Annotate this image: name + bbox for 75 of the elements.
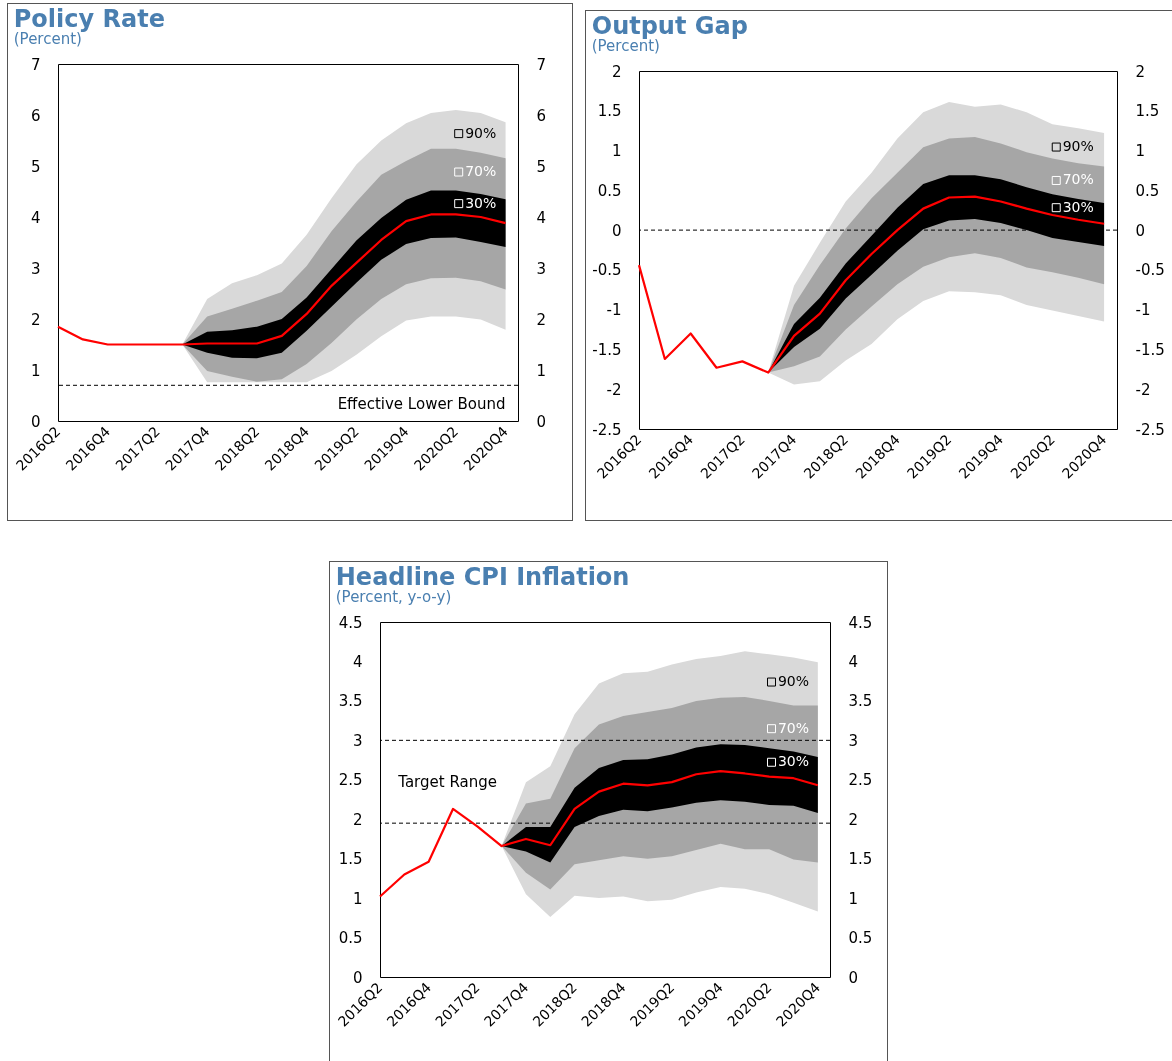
line-series [56, 213, 507, 346]
y-tick-label: 0 [611, 221, 622, 240]
chart-subtitle: (Percent, y-o-y) [335, 588, 452, 606]
y-tick-label: 4 [30, 208, 41, 227]
y2-tick-label: -0.5 [1135, 261, 1165, 280]
y2-tick-label: 3 [848, 731, 859, 750]
y-tick-label: -1.5 [592, 340, 622, 359]
y2-tick-label: 2 [1135, 62, 1146, 81]
y-tick-label: 3 [30, 259, 41, 278]
y-tick-label: 4 [352, 652, 363, 671]
y-tick-label: 0 [30, 412, 41, 431]
y2-tick-label: 1.5 [848, 850, 873, 869]
y2-tick-label: 3 [536, 259, 547, 278]
y-tick-label: 1.5 [338, 850, 363, 869]
y-tick-label: 0 [352, 968, 363, 987]
y-tick-label: 7 [30, 55, 41, 74]
y2-tick-label: -1 [1135, 301, 1151, 320]
y2-tick-label: 0.5 [1135, 181, 1160, 200]
y2-tick-label: 1 [536, 361, 547, 380]
legend-label: 30% [465, 194, 497, 211]
y-tick-label: 2.5 [338, 771, 363, 790]
y2-tick-label: 2.5 [848, 771, 873, 790]
y2-tick-label: 0 [1135, 221, 1146, 240]
y-tick-label: -1 [606, 301, 622, 320]
y2-tick-label: 4.5 [848, 613, 873, 632]
y-tick-label: -2.5 [592, 420, 622, 439]
y2-tick-label: 0 [848, 968, 859, 987]
y2-tick-label: 2 [536, 310, 547, 329]
y2-tick-label: 1 [1135, 142, 1146, 161]
y2-tick-label: 4 [536, 208, 547, 227]
y2-tick-label: 0.5 [848, 929, 873, 948]
y-tick-label: 2 [611, 62, 622, 81]
legend-label: 90% [465, 124, 497, 141]
y2-tick-label: 3.5 [848, 692, 873, 711]
line-series [637, 195, 1106, 374]
legend-label: 70% [465, 163, 497, 180]
annotation: Target Range [397, 772, 497, 791]
legend-label: 90% [777, 673, 810, 690]
legend-label: 30% [777, 753, 810, 770]
y2-tick-label: 7 [536, 55, 547, 74]
y2-tick-label: 4 [848, 652, 859, 671]
y-tick-label: 0.5 [597, 181, 622, 200]
legend-label: 70% [777, 719, 810, 736]
legend-label: 30% [1062, 198, 1094, 215]
y-tick-label: 5 [30, 157, 41, 176]
y2-tick-label: -1.5 [1135, 340, 1165, 359]
y-tick-label: 2 [352, 810, 363, 829]
y2-tick-label: 6 [536, 106, 547, 125]
y2-tick-label: 1 [848, 889, 859, 908]
y-tick-label: 4.5 [338, 613, 363, 632]
y-tick-label: 3 [352, 731, 363, 750]
ref-line-label: Effective Lower Bound [337, 395, 506, 414]
legend-label: 90% [1062, 138, 1094, 155]
chart-title: Output Gap [591, 12, 748, 40]
y-tick-label: 6 [30, 106, 41, 125]
y-tick-label: 3.5 [338, 692, 363, 711]
y-tick-label: 0.5 [338, 929, 363, 948]
y-tick-label: 2 [30, 310, 41, 329]
legend-label: 70% [1062, 171, 1094, 188]
chart-subtitle: (Percent) [13, 30, 82, 48]
y-tick-label: 1.5 [597, 102, 622, 121]
y-tick-label: 1 [352, 889, 363, 908]
y-tick-label: 1 [30, 361, 41, 380]
y2-tick-label: 1.5 [1135, 102, 1160, 121]
y2-tick-label: -2 [1135, 380, 1151, 399]
line-series [378, 770, 819, 898]
y-tick-label: 1 [611, 142, 622, 161]
y2-tick-label: -2.5 [1135, 420, 1165, 439]
y-tick-label: -2 [606, 380, 622, 399]
chart-title: Policy Rate [13, 5, 165, 33]
y2-tick-label: 0 [536, 412, 547, 431]
y2-tick-label: 5 [536, 157, 547, 176]
y2-tick-label: 2 [848, 810, 859, 829]
y-tick-label: -0.5 [592, 261, 622, 280]
chart-title: Headline CPI Inflation [335, 563, 630, 591]
